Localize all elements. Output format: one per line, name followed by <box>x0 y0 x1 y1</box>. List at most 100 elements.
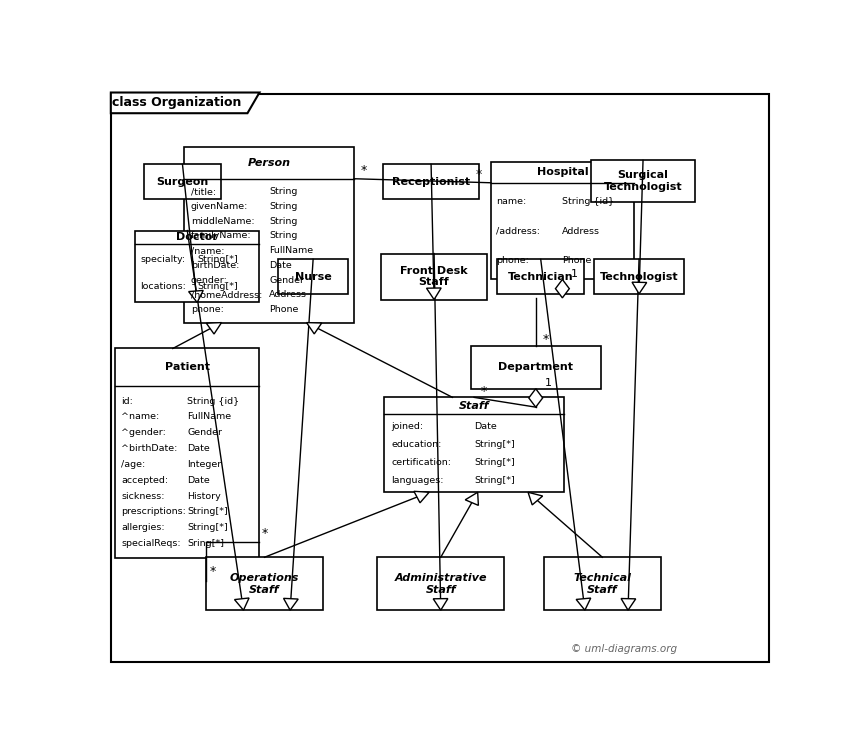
Text: Person: Person <box>248 158 291 168</box>
Text: Date: Date <box>187 476 210 485</box>
Text: familyName:: familyName: <box>191 232 252 241</box>
Text: Date: Date <box>474 422 497 431</box>
Text: Patient: Patient <box>164 362 210 372</box>
Text: locations:: locations: <box>140 282 187 291</box>
Bar <box>184 147 354 323</box>
Text: String {id}: String {id} <box>562 197 615 206</box>
Text: String[*]: String[*] <box>474 476 515 485</box>
Text: Staff: Staff <box>458 401 489 411</box>
Bar <box>491 161 634 279</box>
Bar <box>144 164 221 199</box>
Text: Hospital: Hospital <box>537 167 588 177</box>
Polygon shape <box>576 598 591 610</box>
Text: Operations
Staff: Operations Staff <box>230 573 299 595</box>
Text: FullName: FullName <box>187 412 231 421</box>
Text: Surgeon: Surgeon <box>157 177 209 187</box>
Text: Technical
Staff: Technical Staff <box>574 573 631 595</box>
Text: Department: Department <box>498 362 574 372</box>
Bar <box>384 397 564 492</box>
Text: *: * <box>476 168 482 182</box>
Text: History: History <box>187 492 221 500</box>
Text: Nurse: Nurse <box>295 272 331 282</box>
Text: Technologist: Technologist <box>599 272 679 282</box>
Polygon shape <box>414 492 429 503</box>
Text: middleName:: middleName: <box>191 217 255 226</box>
Text: languages:: languages: <box>391 476 444 485</box>
Text: gender:: gender: <box>191 276 228 285</box>
Bar <box>594 259 684 294</box>
Text: Gender: Gender <box>187 428 222 437</box>
Text: givenName:: givenName: <box>191 202 249 211</box>
Bar <box>381 253 488 300</box>
Text: *: * <box>543 333 549 347</box>
Text: String[*]: String[*] <box>187 507 228 516</box>
Bar <box>378 557 504 610</box>
Text: /name:: /name: <box>191 247 224 255</box>
Text: Front Desk
Staff: Front Desk Staff <box>400 266 468 288</box>
Polygon shape <box>235 598 249 610</box>
Text: String: String <box>269 232 298 241</box>
Polygon shape <box>528 492 543 505</box>
Polygon shape <box>621 598 636 610</box>
Text: specialReqs:: specialReqs: <box>121 539 181 548</box>
Text: String: String <box>269 202 298 211</box>
Bar <box>136 231 259 303</box>
Polygon shape <box>632 282 647 294</box>
Text: Technician: Technician <box>508 272 574 282</box>
Text: String[*]: String[*] <box>187 524 228 533</box>
Polygon shape <box>433 598 448 610</box>
Text: id:: id: <box>121 397 133 406</box>
Text: accepted:: accepted: <box>121 476 169 485</box>
Text: name:: name: <box>496 197 526 206</box>
Text: Sring[*]: Sring[*] <box>187 539 224 548</box>
Text: ^birthDate:: ^birthDate: <box>121 444 178 453</box>
Text: String {id}: String {id} <box>187 397 239 406</box>
Text: Date: Date <box>269 261 292 270</box>
Text: FullName: FullName <box>269 247 313 255</box>
Text: String[*]: String[*] <box>197 255 238 264</box>
Text: sickness:: sickness: <box>121 492 165 500</box>
Bar <box>206 557 322 610</box>
Bar <box>544 557 660 610</box>
Text: 1: 1 <box>571 269 578 279</box>
Text: String: String <box>269 217 298 226</box>
Polygon shape <box>206 323 222 334</box>
Text: Integer: Integer <box>187 460 221 469</box>
Text: certification:: certification: <box>391 458 452 467</box>
Text: *: * <box>210 565 216 578</box>
Bar <box>115 348 259 559</box>
Polygon shape <box>529 388 543 407</box>
Text: Gender: Gender <box>269 276 304 285</box>
Text: © uml-diagrams.org: © uml-diagrams.org <box>571 645 677 654</box>
Text: Doctor: Doctor <box>176 232 218 242</box>
Text: prescriptions:: prescriptions: <box>121 507 186 516</box>
Polygon shape <box>284 598 298 610</box>
Text: Address: Address <box>562 226 600 235</box>
Text: birthDate:: birthDate: <box>191 261 239 270</box>
Polygon shape <box>556 279 569 298</box>
Bar <box>383 164 479 199</box>
Text: Phone: Phone <box>269 305 298 314</box>
Bar <box>497 259 584 294</box>
Text: Address: Address <box>269 291 307 300</box>
Polygon shape <box>111 93 260 114</box>
Text: joined:: joined: <box>391 422 423 431</box>
Polygon shape <box>427 288 441 300</box>
Text: ^name:: ^name: <box>121 412 159 421</box>
Text: Administrative
Staff: Administrative Staff <box>395 573 487 595</box>
Text: education:: education: <box>391 440 442 449</box>
Polygon shape <box>306 323 322 334</box>
Text: specialty:: specialty: <box>140 255 186 264</box>
Bar <box>470 346 600 388</box>
Bar <box>592 161 695 202</box>
Text: /address:: /address: <box>496 226 540 235</box>
Polygon shape <box>465 492 478 506</box>
Text: allergies:: allergies: <box>121 524 165 533</box>
Text: *: * <box>361 164 367 177</box>
Text: /homeAddress:: /homeAddress: <box>191 291 262 300</box>
Text: Receptionist: Receptionist <box>392 177 470 187</box>
Text: *: * <box>262 527 268 540</box>
Text: *: * <box>481 385 487 398</box>
Text: phone:: phone: <box>496 256 530 265</box>
Polygon shape <box>188 291 203 303</box>
